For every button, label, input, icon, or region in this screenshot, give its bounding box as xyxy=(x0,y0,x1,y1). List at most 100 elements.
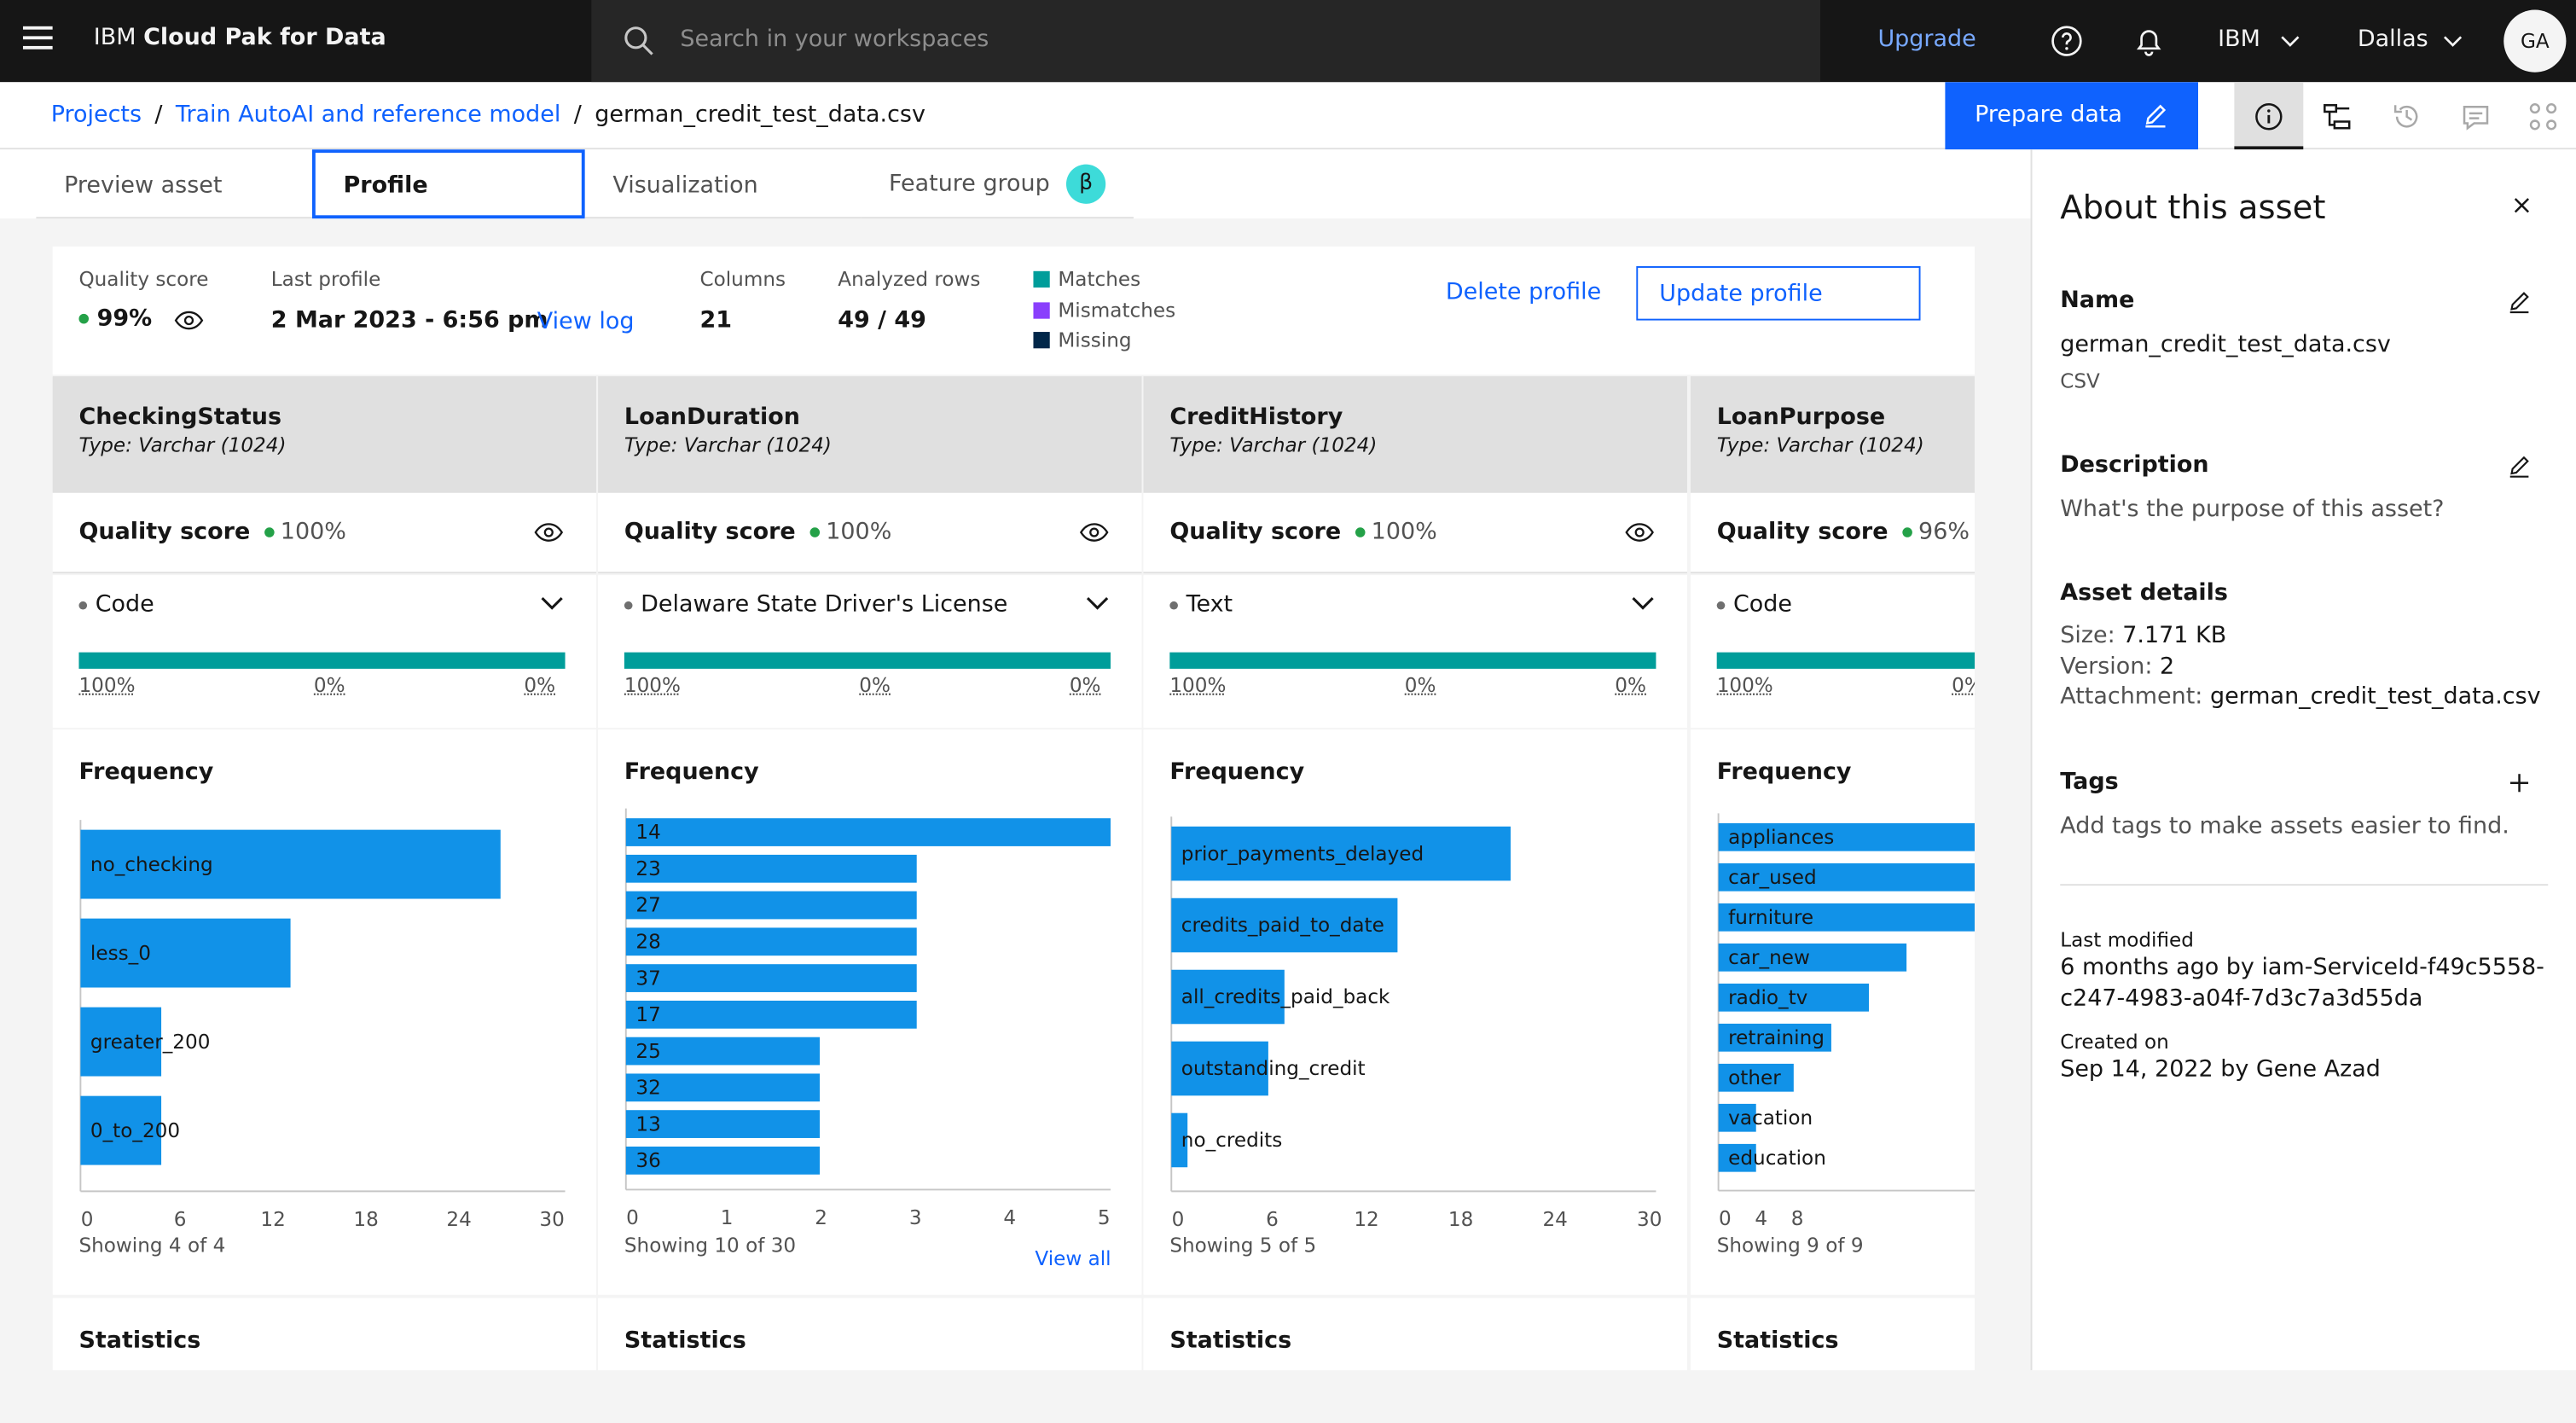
quality-bar-matches xyxy=(78,652,566,669)
frequency-bar[interactable] xyxy=(625,964,917,992)
breadcrumb: Projects / Train AutoAI and reference mode… xyxy=(51,102,925,128)
statistics-heading: Statistics xyxy=(1716,1327,1839,1355)
frequency-bar[interactable] xyxy=(1171,826,1511,881)
column-name: LoanPurpose xyxy=(1716,404,1886,431)
frequency-bar[interactable] xyxy=(1718,903,1976,932)
tab-visualization[interactable]: Visualization xyxy=(584,149,862,219)
bar-label: 14 xyxy=(635,822,660,844)
matches-percent: 100% xyxy=(78,673,136,697)
frequency-bar[interactable] xyxy=(1171,969,1285,1025)
frequency-bar[interactable] xyxy=(1171,897,1398,953)
chevron-down-icon[interactable] xyxy=(541,595,564,611)
name-label: Name xyxy=(2060,288,2135,314)
frequency-bar[interactable] xyxy=(1171,1112,1188,1168)
eye-icon[interactable] xyxy=(174,311,204,330)
edit-icon[interactable] xyxy=(2507,454,2532,479)
product-name[interactable]: IBM Cloud Pak for Data xyxy=(93,24,386,51)
tab-feature-group[interactable]: Feature group β xyxy=(861,149,1134,219)
last-modified-value: 6 months ago by iam-ServiceId-f49c5558- xyxy=(2060,955,2544,981)
help-icon[interactable] xyxy=(2051,25,2084,58)
region-selector[interactable]: Dallas xyxy=(2357,26,2428,53)
frequency-bar[interactable] xyxy=(625,1073,821,1102)
frequency-bar[interactable] xyxy=(625,891,917,920)
frequency-bar[interactable] xyxy=(625,1110,821,1138)
account-selector[interactable]: IBM xyxy=(2218,26,2260,53)
close-icon[interactable] xyxy=(2512,195,2532,215)
eye-icon[interactable] xyxy=(1625,522,1655,542)
frequency-bar[interactable] xyxy=(1718,1143,1756,1172)
data-class-row[interactable]: Code 100% 0% 0% xyxy=(1690,575,1976,729)
statistics-section: Statistics Distinct values 30 xyxy=(598,1298,1142,1371)
breadcrumb-projects-link[interactable]: Projects xyxy=(50,102,142,129)
frequency-bar[interactable] xyxy=(80,1007,162,1077)
description-placeholder[interactable]: What's the purpose of this asset? xyxy=(2060,496,2445,523)
frequency-bar[interactable] xyxy=(1718,983,1870,1012)
notification-bell-icon[interactable] xyxy=(2132,25,2166,58)
view-log-link[interactable]: View log xyxy=(537,309,635,335)
edit-icon[interactable] xyxy=(2507,289,2532,314)
frequency-bar[interactable] xyxy=(625,818,1111,846)
eye-icon[interactable] xyxy=(1079,522,1109,542)
frequency-bar[interactable] xyxy=(80,918,291,988)
chevron-down-icon[interactable] xyxy=(1632,595,1655,611)
bar-label: 37 xyxy=(635,967,660,990)
frequency-bar[interactable] xyxy=(625,1000,917,1029)
x-tick-label: 1 xyxy=(721,1207,734,1229)
bar-label: no_credits xyxy=(1181,1130,1282,1152)
asset-name-value: german_credit_test_data.csv xyxy=(2060,332,2391,358)
history-icon[interactable] xyxy=(2388,99,2424,135)
prepare-data-button[interactable]: Prepare data xyxy=(1945,82,2199,150)
related-assets-icon[interactable] xyxy=(2525,99,2561,135)
frequency-heading: Frequency xyxy=(624,758,759,786)
column-name: CheckingStatus xyxy=(78,404,282,431)
x-tick-label: 8 xyxy=(1791,1208,1804,1230)
size-row: Size: 7.171 KB xyxy=(2060,622,2227,649)
frequency-bar[interactable] xyxy=(1718,1023,1831,1052)
search-input[interactable]: Search in your workspaces xyxy=(680,26,989,53)
columns-value: 21 xyxy=(699,307,733,334)
bar-label: retraining xyxy=(1728,1027,1825,1049)
statistics-section: Statistics Distinct values 4 xyxy=(52,1298,597,1371)
x-tick-label: 24 xyxy=(446,1209,471,1231)
bar-label: 0_to_200 xyxy=(90,1120,180,1142)
top-header: IBM Cloud Pak for Data Search in your wo… xyxy=(0,0,2576,83)
breadcrumb-project-link[interactable]: Train AutoAI and reference model xyxy=(175,102,561,129)
breadcrumb-separator: / xyxy=(154,102,163,129)
matches-percent: 100% xyxy=(624,673,681,697)
column-type: Type: Varchar (1024) xyxy=(1169,433,1378,457)
frequency-bar[interactable] xyxy=(625,927,917,956)
quality-score-label: Quality score xyxy=(78,267,209,291)
view-all-link[interactable]: View all xyxy=(1035,1246,1111,1270)
add-tag-icon[interactable] xyxy=(2509,774,2529,793)
update-profile-button[interactable]: Update profile xyxy=(1636,266,1921,321)
frequency-bar[interactable] xyxy=(625,1146,821,1175)
frequency-bar[interactable] xyxy=(625,854,917,883)
delete-profile-button[interactable]: Delete profile xyxy=(1445,279,1602,306)
frequency-bar[interactable] xyxy=(1171,1041,1268,1096)
quality-bar-matches xyxy=(624,652,1111,669)
x-tick-label: 18 xyxy=(1448,1209,1473,1231)
lineage-icon[interactable] xyxy=(2320,99,2356,135)
frequency-bar[interactable] xyxy=(1718,1103,1756,1132)
frequency-bar[interactable] xyxy=(1718,1063,1794,1092)
data-class-row[interactable]: Code 100% 0% 0% xyxy=(52,575,597,729)
comments-icon[interactable] xyxy=(2457,99,2493,135)
hamburger-menu-icon[interactable] xyxy=(22,26,53,49)
chevron-down-icon[interactable] xyxy=(1086,595,1109,611)
frequency-bar[interactable] xyxy=(1718,943,1907,972)
legend-mismatches: Mismatches xyxy=(1033,299,1175,322)
tab-preview-asset[interactable]: Preview asset xyxy=(36,149,312,219)
showing-count: Showing 9 of 9 xyxy=(1716,1234,1864,1257)
data-class-row[interactable]: Text 100% 0% 0% xyxy=(1143,575,1688,729)
frequency-bar[interactable] xyxy=(1718,863,1976,892)
upgrade-link[interactable]: Upgrade xyxy=(1877,26,1976,53)
frequency-bar[interactable] xyxy=(1718,822,1976,851)
search-bar[interactable]: Search in your workspaces xyxy=(591,0,1821,83)
eye-icon[interactable] xyxy=(534,522,564,542)
frequency-bar[interactable] xyxy=(80,829,501,899)
frequency-bar[interactable] xyxy=(80,1095,162,1165)
data-class-row[interactable]: Delaware State Driver's License 100% 0% … xyxy=(598,575,1142,729)
frequency-bar[interactable] xyxy=(625,1037,821,1066)
user-avatar[interactable]: GA xyxy=(2503,9,2567,73)
tab-profile[interactable]: Profile xyxy=(311,149,585,219)
